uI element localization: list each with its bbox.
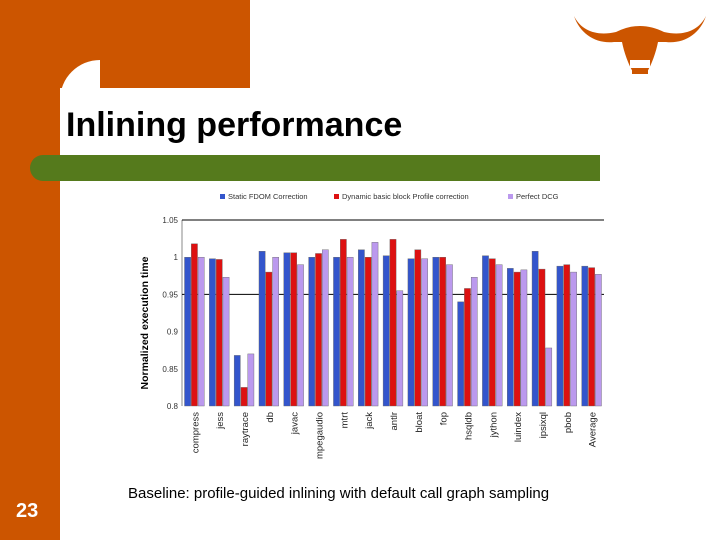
bar [520, 269, 528, 407]
x-tick-label: Average [588, 412, 599, 447]
bar [290, 252, 298, 407]
bar [570, 271, 577, 407]
x-tick-label: ipsixql [538, 412, 549, 438]
left-accent-bar [0, 0, 60, 540]
x-tick-label: mtrt [339, 412, 350, 429]
bar [240, 387, 248, 407]
bar [545, 347, 553, 407]
bar [297, 264, 304, 407]
x-tick-label: compress [190, 412, 201, 453]
bar [272, 256, 279, 407]
bar [563, 264, 571, 407]
bar [432, 256, 440, 407]
y-tick-label: 0.85 [162, 365, 178, 374]
bar [396, 290, 404, 407]
bar [197, 256, 205, 407]
x-tick-label: jython [488, 412, 499, 438]
slide-caption: Baseline: profile-guided inlining with d… [128, 485, 550, 502]
x-tick-label: jack [364, 412, 375, 430]
x-tick-label: jess [215, 412, 226, 430]
x-tick-label: db [265, 412, 276, 423]
x-tick-label: fop [439, 412, 450, 425]
y-tick-label: 0.9 [167, 328, 179, 337]
bar [513, 271, 521, 407]
bar [531, 251, 539, 407]
bar [382, 255, 390, 407]
legend-swatch [220, 194, 225, 199]
bar [414, 249, 422, 407]
legend-label: Perfect DCG [516, 192, 559, 201]
bar [439, 256, 446, 407]
x-tick-label: pbob [563, 412, 574, 433]
bar [556, 265, 564, 407]
x-tick-label: hsqldb [463, 412, 474, 440]
bar [322, 249, 329, 407]
bar [265, 271, 273, 407]
bar [358, 249, 365, 407]
bar [258, 251, 266, 407]
y-tick-label: 0.95 [162, 290, 178, 299]
legend-label: Static FDOM Correction [228, 192, 308, 201]
x-tick-label: raytrace [240, 412, 251, 446]
y-tick-label: 0.8 [167, 402, 179, 411]
bar [283, 252, 291, 407]
bar-chart: 0.8 0.85 0.9 0.95 1 1.05 Normalized execution … [139, 192, 604, 459]
bar [389, 239, 397, 407]
bar [364, 256, 372, 407]
bar [457, 301, 464, 407]
bar [247, 353, 255, 407]
x-tick-label: antlr [389, 412, 400, 430]
bar [538, 268, 546, 407]
bar [308, 256, 316, 407]
x-tick-label: javac [290, 412, 301, 435]
bar [482, 255, 489, 407]
bar [407, 258, 415, 407]
bar [346, 256, 354, 407]
legend-label: Dynamic basic block Profile correction [342, 192, 469, 201]
bar [222, 277, 230, 407]
slide-title: Inlining performance [66, 106, 403, 144]
bar [470, 277, 478, 407]
bar [595, 274, 602, 407]
bar [581, 265, 589, 407]
bar [507, 268, 514, 407]
bar [464, 288, 471, 407]
slide-number: 23 [16, 500, 39, 522]
x-tick-label: mpegaudio [315, 412, 326, 459]
bar [209, 258, 216, 407]
bar [495, 264, 503, 407]
bar [446, 264, 453, 407]
bar [588, 267, 595, 407]
y-axis-title: Normalized execution time [139, 256, 151, 389]
bar [215, 259, 223, 407]
y-tick-label: 1.05 [162, 216, 178, 225]
bar [233, 355, 241, 407]
title-rule [30, 155, 600, 181]
bar [421, 258, 428, 407]
bar [315, 253, 322, 407]
legend-swatch [334, 194, 339, 199]
bar [191, 243, 198, 407]
y-tick-label: 1 [174, 253, 179, 262]
bar [333, 256, 340, 407]
bar [340, 239, 347, 407]
bar [371, 242, 379, 407]
legend-swatch [508, 194, 513, 199]
bar [488, 258, 496, 407]
bar [184, 256, 191, 407]
x-tick-label: luindex [513, 412, 524, 442]
longhorn-logo-icon [574, 16, 706, 74]
x-tick-label: bloat [414, 412, 425, 433]
